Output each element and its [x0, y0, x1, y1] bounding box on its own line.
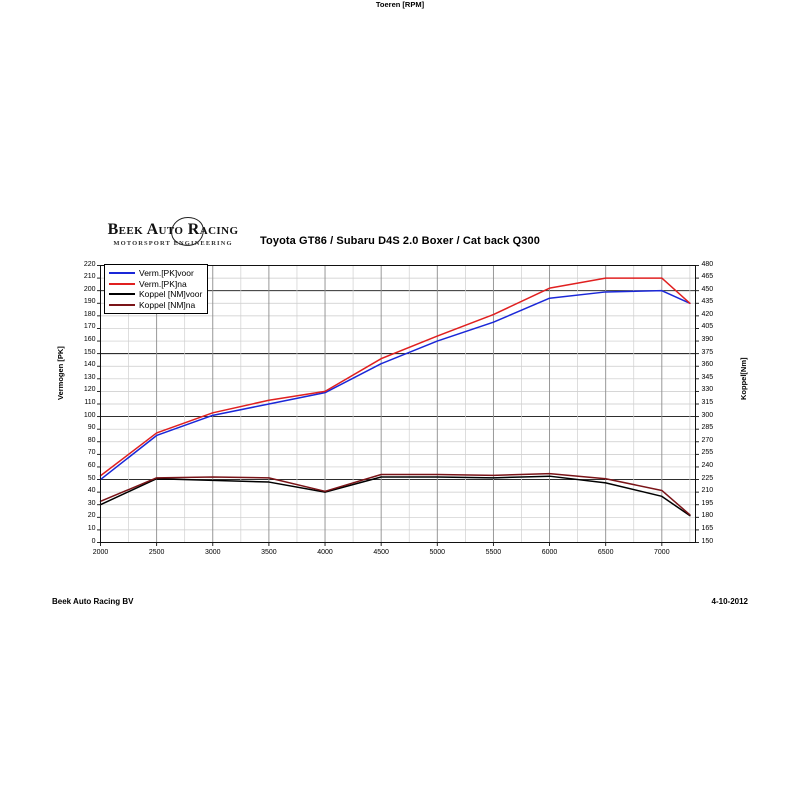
- y-tick-label-right: 255: [701, 449, 714, 457]
- legend-item[interactable]: Koppel [NM]na: [109, 300, 202, 311]
- y-tick-label-left: 110: [84, 399, 96, 406]
- y-tick-label-right: 240: [701, 461, 714, 469]
- beek-auto-racing-logo: Beek Auto Racing MOTORSPORT ENGINEERING: [88, 214, 258, 261]
- data-series-lines: [99, 277, 691, 517]
- chart-title: Toyota GT86 / Subaru D4S 2.0 Boxer / Cat…: [260, 235, 540, 247]
- legend-color-swatch: [109, 272, 135, 275]
- legend-item-label: Koppel [NM]voor: [139, 289, 203, 300]
- chart-legend: Verm.[PK]voor Verm.[PK]na Koppel [NM]voor K…: [104, 264, 209, 314]
- legend-item-label: Koppel [NM]na: [139, 299, 196, 310]
- y-tick-label-left: 130: [83, 373, 96, 381]
- legend-item-label: Verm.[PK]voor: [139, 268, 194, 279]
- y-tick-label-left: 100: [83, 411, 96, 419]
- y-tick-label-left: 120: [83, 386, 96, 394]
- y-tick-label-left: 190: [83, 298, 96, 306]
- x-tick-label: 3000: [204, 548, 221, 556]
- y-tick-label-right: 165: [701, 524, 714, 532]
- x-tick-label: 6000: [541, 548, 558, 556]
- y-tick-label-left: 140: [83, 361, 96, 369]
- y-tick-label-right: 315: [701, 399, 714, 406]
- x-tick-label: 4500: [373, 548, 389, 556]
- y-tick-label-right: 330: [701, 386, 714, 394]
- legend-item[interactable]: Koppel [NM]voor: [109, 289, 202, 300]
- y-axis-title-left: Vermogen [PK]: [56, 346, 65, 400]
- series-line: [99, 277, 691, 477]
- legend-item-label: Verm.[PK]na: [139, 278, 187, 289]
- y-tick-label-left: 170: [83, 323, 96, 331]
- y-tick-label-left: 150: [83, 348, 96, 356]
- series-line: [99, 472, 691, 516]
- y-tick-label-right: 375: [701, 348, 714, 356]
- y-tick-label-left: 90: [87, 424, 96, 432]
- y-tick-label-right: 210: [701, 487, 714, 495]
- legend-color-swatch: [109, 282, 135, 285]
- x-tick-label: 7000: [654, 548, 670, 556]
- y-axis-title-right: Koppel[Nm]: [739, 357, 748, 401]
- y-tick-label-right: 420: [701, 310, 714, 318]
- y-tick-label-left: 200: [83, 285, 96, 293]
- series-line: [99, 289, 691, 481]
- x-tick-label: 4000: [317, 548, 333, 556]
- y-tick-label-left: 30: [87, 499, 96, 507]
- y-tick-label-left: 10: [87, 524, 96, 532]
- y-tick-label-right: 195: [701, 499, 714, 507]
- x-tick-label: 3500: [261, 548, 277, 556]
- logo-title: Beek Auto Racing: [107, 221, 239, 238]
- y-tick-label-right: 450: [701, 285, 714, 293]
- x-tick-label: 6500: [597, 548, 614, 556]
- y-tick-label-left: 210: [83, 273, 96, 281]
- x-tick-label: 2000: [92, 548, 109, 556]
- y-tick-label-left: 220: [83, 260, 96, 268]
- y-tick-label-right: 180: [701, 512, 714, 520]
- legend-item[interactable]: Verm.[PK]na: [109, 279, 202, 290]
- y-tick-label-left: 180: [83, 310, 96, 318]
- plot-frame: [100, 265, 696, 543]
- y-tick-label-left: 0: [91, 537, 96, 545]
- x-tick-label: 5500: [485, 548, 502, 556]
- footer-date: 4-10-2012: [711, 597, 748, 606]
- y-tick-label-left: 160: [83, 336, 96, 344]
- x-tick-label: 2500: [148, 548, 165, 556]
- y-tick-label-right: 480: [701, 260, 714, 268]
- y-tick-label-left: 20: [87, 512, 96, 520]
- y-tick-label-right: 300: [701, 411, 714, 419]
- y-tick-label-right: 270: [701, 436, 714, 444]
- legend-item[interactable]: Verm.[PK]voor: [109, 268, 202, 279]
- y-tick-label-left: 40: [87, 487, 96, 495]
- y-tick-label-left: 80: [87, 436, 96, 444]
- x-tick-label: 5000: [429, 548, 446, 556]
- y-tick-label-right: 360: [701, 361, 714, 369]
- y-tick-label-left: 50: [87, 474, 96, 482]
- y-tick-label-right: 285: [701, 424, 714, 432]
- y-tick-label-right: 345: [701, 373, 714, 381]
- y-tick-label-left: 70: [87, 449, 96, 457]
- legend-color-swatch: [109, 293, 135, 296]
- y-tick-label-right: 390: [701, 336, 714, 344]
- x-axis-title: Toeren [RPM]: [375, 0, 425, 9]
- y-tick-label-left: 60: [87, 461, 96, 469]
- footer-company: Beek Auto Racing BV: [52, 597, 134, 606]
- tick-marks: [97, 265, 699, 546]
- y-tick-label-right: 435: [701, 298, 714, 306]
- series-line: [99, 475, 691, 517]
- y-tick-label-right: 150: [701, 537, 714, 545]
- legend-color-swatch: [109, 303, 135, 306]
- y-tick-label-right: 405: [701, 323, 714, 331]
- logo-subtitle: MOTORSPORT ENGINEERING: [113, 240, 233, 247]
- y-tick-label-right: 225: [701, 474, 714, 482]
- y-tick-label-right: 465: [701, 273, 714, 281]
